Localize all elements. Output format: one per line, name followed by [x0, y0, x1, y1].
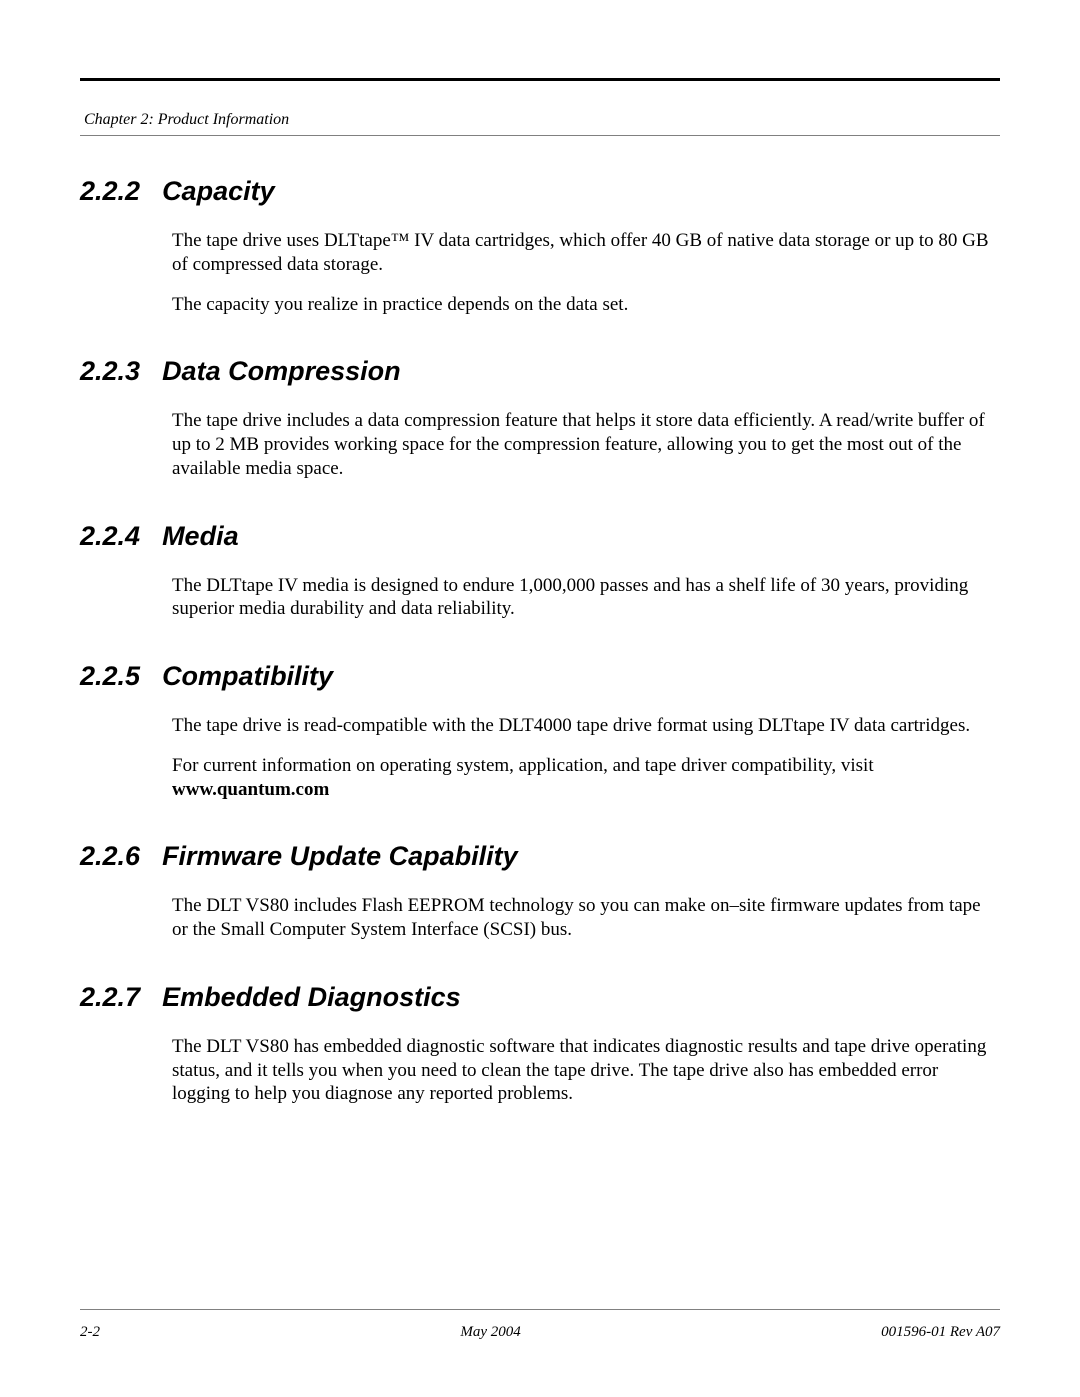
section-number: 2.2.3: [80, 356, 140, 387]
section-number: 2.2.7: [80, 982, 140, 1013]
section-number: 2.2.4: [80, 521, 140, 552]
paragraph-bold-suffix: www.quantum.com: [172, 779, 329, 800]
section-heading: 2.2.7 Embedded Diagnostics: [80, 982, 1000, 1013]
section: 2.2.5 Compatibility The tape drive is read…: [80, 661, 1000, 801]
section: 2.2.3 Data Compression The tape drive incl…: [80, 356, 1000, 480]
section: 2.2.7 Embedded Diagnostics The DLT VS80 ha…: [80, 982, 1000, 1106]
paragraph-text: The DLT VS80 includes Flash EEPROM techn…: [172, 895, 981, 940]
footer-rule: [80, 1309, 1000, 1310]
paragraph: The DLT VS80 has embedded diagnostic sof…: [172, 1035, 990, 1106]
paragraph-text: For current information on operating sys…: [172, 755, 874, 776]
section-body: The tape drive includes a data compressi…: [80, 409, 1000, 480]
section-heading: 2.2.2 Capacity: [80, 176, 1000, 207]
paragraph-text: The tape drive uses DLTtape™ IV data car…: [172, 230, 989, 275]
section-heading: 2.2.6 Firmware Update Capability: [80, 841, 1000, 872]
footer-doc-rev: 001596-01 Rev A07: [881, 1324, 1000, 1341]
page: Chapter 2: Product Information 2.2.2 Capa…: [0, 0, 1080, 1397]
section-title: Capacity: [162, 176, 275, 207]
section-title: Firmware Update Capability: [162, 841, 518, 872]
section-body: The tape drive is read-compatible with t…: [80, 714, 1000, 801]
paragraph: For current information on operating sys…: [172, 754, 990, 802]
paragraph: The capacity you realize in practice dep…: [172, 293, 990, 317]
section-body: The DLT VS80 has embedded diagnostic sof…: [80, 1035, 1000, 1106]
section-body: The DLTtape IV media is designed to endu…: [80, 574, 1000, 622]
sections-container: 2.2.2 Capacity The tape drive uses DLTtape…: [80, 176, 1000, 1106]
section-heading: 2.2.4 Media: [80, 521, 1000, 552]
paragraph: The tape drive includes a data compressi…: [172, 409, 990, 480]
section-title: Compatibility: [162, 661, 333, 692]
paragraph: The tape drive uses DLTtape™ IV data car…: [172, 229, 990, 277]
footer-row: 2-2 May 2004 001596-01 Rev A07: [80, 1324, 1000, 1341]
section-title: Media: [162, 521, 239, 552]
section-title: Embedded Diagnostics: [162, 982, 461, 1013]
paragraph: The DLT VS80 includes Flash EEPROM techn…: [172, 894, 990, 942]
footer-page-number: 2-2: [80, 1324, 100, 1341]
section-body: The DLT VS80 includes Flash EEPROM techn…: [80, 894, 1000, 942]
section: 2.2.6 Firmware Update Capability The DLT V…: [80, 841, 1000, 942]
section: 2.2.2 Capacity The tape drive uses DLTtape…: [80, 176, 1000, 316]
section-number: 2.2.2: [80, 176, 140, 207]
paragraph-text: The tape drive includes a data compressi…: [172, 410, 985, 479]
section-title: Data Compression: [162, 356, 401, 387]
paragraph-text: The DLT VS80 has embedded diagnostic sof…: [172, 1036, 986, 1105]
footer-date: May 2004: [460, 1324, 520, 1341]
paragraph: The DLTtape IV media is designed to endu…: [172, 574, 990, 622]
paragraph-text: The tape drive is read-compatible with t…: [172, 715, 970, 736]
chapter-line: Chapter 2: Product Information: [80, 111, 1000, 129]
paragraph-text: The capacity you realize in practice dep…: [172, 294, 628, 315]
section-heading: 2.2.5 Compatibility: [80, 661, 1000, 692]
section-number: 2.2.5: [80, 661, 140, 692]
top-rule: [80, 78, 1000, 81]
section-number: 2.2.6: [80, 841, 140, 872]
section: 2.2.4 Media The DLTtape IV media is design…: [80, 521, 1000, 622]
page-footer: 2-2 May 2004 001596-01 Rev A07: [80, 1309, 1000, 1341]
section-body: The tape drive uses DLTtape™ IV data car…: [80, 229, 1000, 316]
paragraph-text: The DLTtape IV media is designed to endu…: [172, 575, 968, 620]
paragraph: The tape drive is read-compatible with t…: [172, 714, 990, 738]
section-heading: 2.2.3 Data Compression: [80, 356, 1000, 387]
header-thin-rule: [80, 135, 1000, 136]
